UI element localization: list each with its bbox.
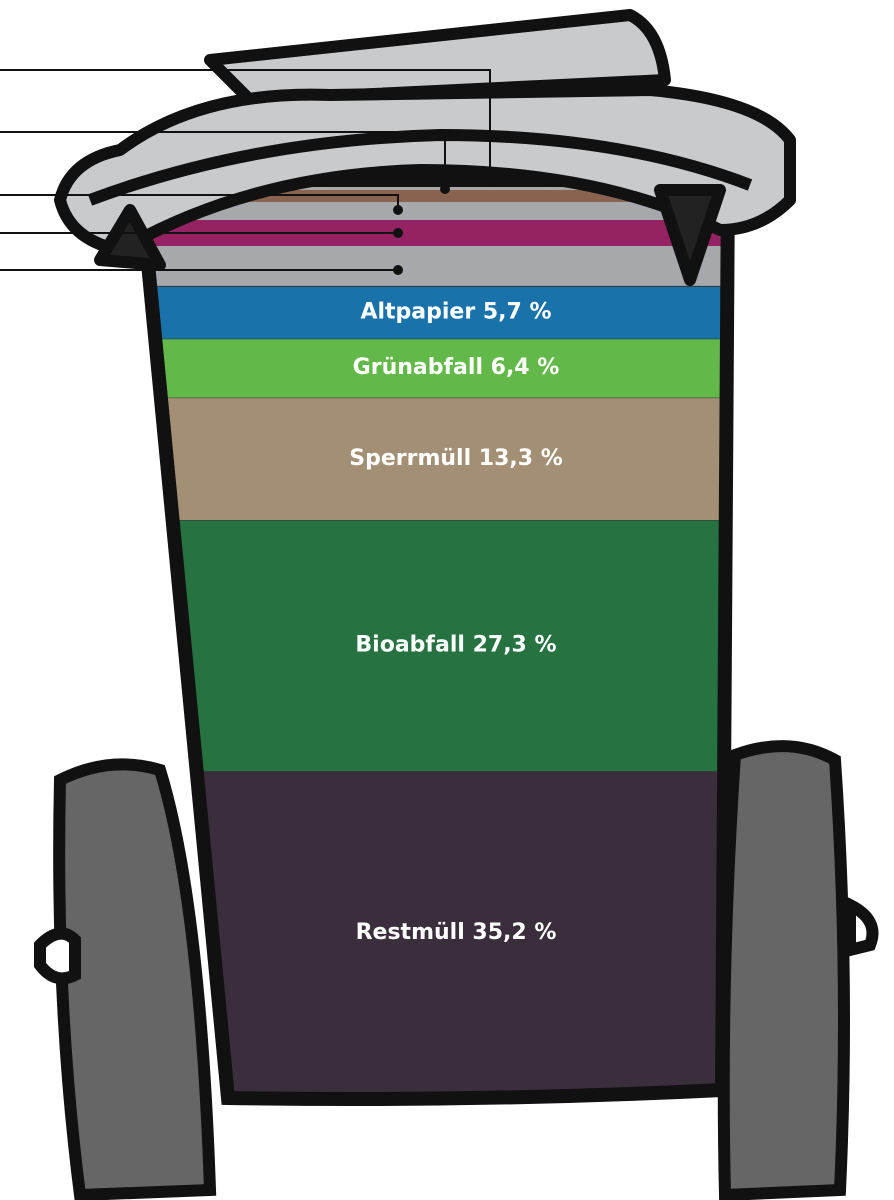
layer-label: Altpapier 5,7 %: [360, 300, 551, 325]
layer-label: Sperrmüll 13,3 %: [349, 446, 563, 471]
bin-body: Restmüll 35,2 % Bioabfall 27,3 % Sperrmüll…: [100, 180, 800, 1099]
layer-label: Restmüll 35,2 %: [356, 920, 557, 945]
layers: Restmüll 35,2 % Bioabfall 27,3 % Sperrmüll…: [100, 286, 800, 1095]
layer-label: Grünabfall 6,4 %: [353, 355, 560, 380]
layer-label: Bioabfall 27,3 %: [355, 633, 556, 658]
infographic: Restmüll 35,2 % Bioabfall 27,3 % Sperrmüll…: [0, 0, 894, 1200]
